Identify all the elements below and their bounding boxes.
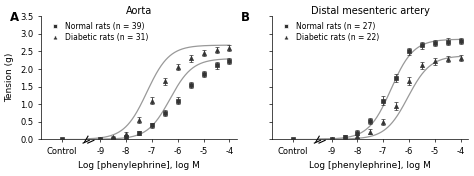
X-axis label: Log [phenylephrine], log M: Log [phenylephrine], log M — [78, 161, 200, 170]
X-axis label: Log [phenylephrine], log M: Log [phenylephrine], log M — [310, 161, 431, 170]
Y-axis label: Tension (g): Tension (g) — [6, 53, 15, 102]
Text: A: A — [9, 11, 19, 24]
Legend: Normal rats (n = 39), Diabetic rats (n = 31): Normal rats (n = 39), Diabetic rats (n =… — [47, 21, 149, 43]
Title: Distal mesenteric artery: Distal mesenteric artery — [311, 6, 430, 15]
Title: Aorta: Aorta — [126, 6, 152, 15]
Text: B: B — [241, 11, 250, 24]
Legend: Normal rats (n = 27), Diabetic rats (n = 22): Normal rats (n = 27), Diabetic rats (n =… — [278, 21, 380, 43]
